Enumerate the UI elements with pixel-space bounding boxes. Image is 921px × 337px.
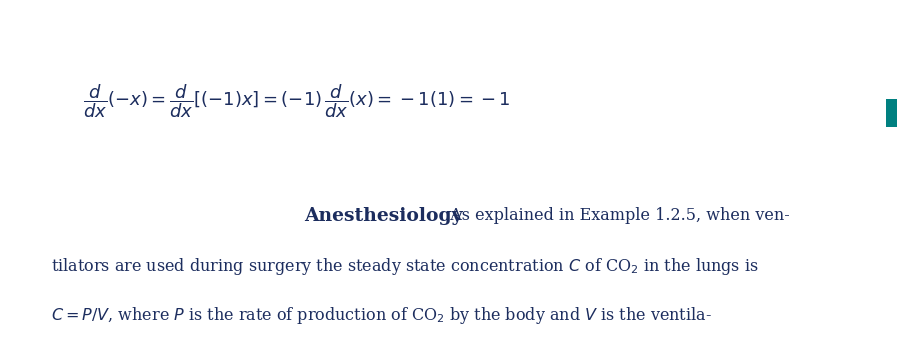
Text: $\dfrac{d}{dx}(-x) = \dfrac{d}{dx}[(-1)x] = (-1)\,\dfrac{d}{dx}(x) = -1(1) = -1$: $\dfrac{d}{dx}(-x) = \dfrac{d}{dx}[(-1)x…	[83, 82, 510, 120]
Bar	[886, 99, 897, 127]
Text: As explained in Example 1.2.5, when ven-: As explained in Example 1.2.5, when ven-	[440, 207, 790, 224]
Text: Anesthesiology: Anesthesiology	[304, 207, 462, 225]
Text: tilators are used during surgery the steady state concentration $C$ of CO$_2$ in: tilators are used during surgery the ste…	[51, 256, 758, 277]
Text: $C = P/V$, where $P$ is the rate of production of CO$_2$ by the body and $V$ is : $C = P/V$, where $P$ is the rate of prod…	[51, 305, 712, 326]
